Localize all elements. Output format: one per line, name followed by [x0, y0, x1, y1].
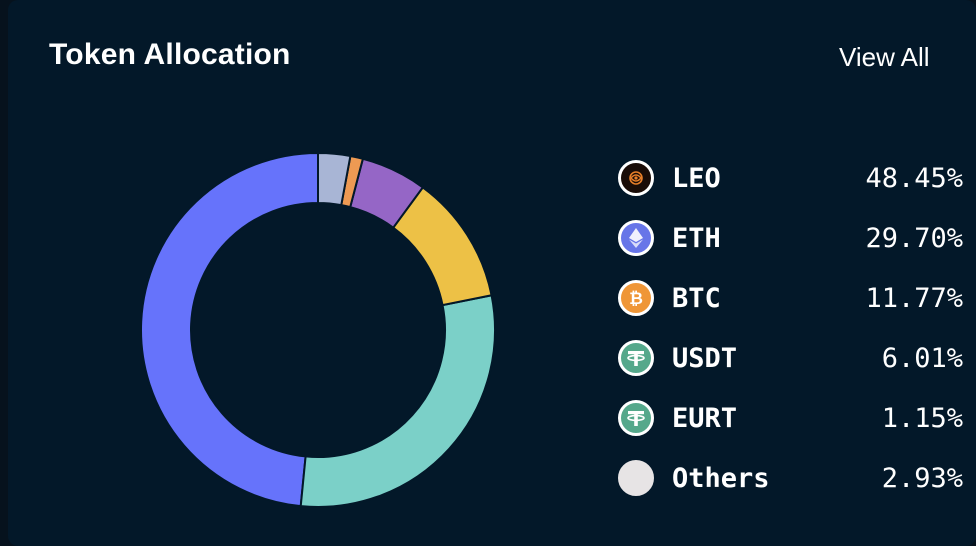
- usdt-icon: [618, 340, 654, 376]
- others-icon: [618, 460, 654, 496]
- legend-label: EURT: [672, 402, 738, 434]
- donut-slice-leo: [140, 151, 319, 508]
- legend-item-others: Others 2.93%: [618, 458, 963, 498]
- token-allocation-card: Token Allocation View All LEO 48.45% ETH 29…: [8, 0, 976, 546]
- eth-icon: [618, 220, 654, 256]
- allocation-donut-chart: [140, 151, 496, 508]
- svg-text:₿: ₿: [629, 289, 643, 309]
- legend-percentage: 6.01%: [881, 342, 963, 374]
- donut-slice-others: [317, 151, 352, 207]
- legend-item-eurt: EURT 1.15%: [618, 398, 963, 438]
- legend-item-usdt: USDT 6.01%: [618, 338, 963, 378]
- eurt-icon: [618, 400, 654, 436]
- legend-percentage: 1.15%: [881, 402, 963, 434]
- legend-label: LEO: [672, 162, 721, 194]
- btc-icon: ₿: [618, 280, 654, 316]
- legend-item-eth: ETH 29.70%: [618, 218, 963, 258]
- legend-label: BTC: [672, 282, 721, 314]
- legend-percentage: 2.93%: [881, 462, 963, 494]
- legend-item-leo: LEO 48.45%: [618, 158, 963, 198]
- legend-label: Others: [672, 462, 770, 494]
- donut-slice-eth: [299, 294, 496, 508]
- card-title: Token Allocation: [49, 38, 291, 71]
- leo-icon: [618, 160, 654, 196]
- legend-percentage: 29.70%: [865, 222, 963, 254]
- legend-percentage: 11.77%: [865, 282, 963, 314]
- legend-percentage: 48.45%: [865, 162, 963, 194]
- legend-item-btc: ₿ BTC 11.77%: [618, 278, 963, 318]
- legend-label: USDT: [672, 342, 738, 374]
- legend-label: ETH: [672, 222, 721, 254]
- view-all-link[interactable]: View All: [839, 42, 930, 72]
